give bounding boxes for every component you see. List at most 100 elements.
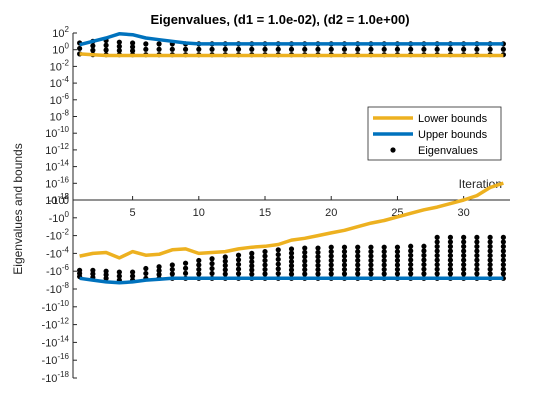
eigenvalue-point <box>421 257 427 263</box>
eigenvalue-point <box>421 271 427 277</box>
eigenvalue-point <box>156 264 162 270</box>
eigenvalue-point <box>421 243 427 249</box>
eigenvalue-point <box>103 272 109 278</box>
eigenvalue-point <box>328 46 334 52</box>
eigenvalue-point <box>434 243 440 250</box>
eigenvalue-point <box>487 234 493 240</box>
legend-swatch-eig <box>390 147 396 153</box>
legend-entry: Upper bounds <box>418 129 488 141</box>
y-tick-label: -10-8 <box>46 281 70 296</box>
eigenvalue-point <box>434 266 440 272</box>
y-axis-label: Eigenvalues and bounds <box>11 143 25 274</box>
eigenvalue-point <box>381 249 387 255</box>
eigenvalue-point <box>500 46 506 52</box>
eigenvalue-point <box>90 267 96 273</box>
eigenvalue-point <box>434 239 440 245</box>
eigenvalue-point <box>275 251 281 258</box>
eigenvalue-point <box>434 248 440 254</box>
y-tick-label: 10-12 <box>45 142 69 157</box>
eigenvalue-point <box>500 271 506 277</box>
eigenvalue-point <box>487 239 493 245</box>
eigenvalue-point <box>368 249 374 255</box>
y-tick-label: -10-4 <box>46 245 70 260</box>
eigenvalue-point <box>275 256 281 262</box>
eigenvalue-point <box>500 239 506 245</box>
eigenvalue-point <box>381 244 387 250</box>
eigenvalue-point <box>434 271 440 277</box>
y-tick-label: -10-18 <box>42 370 70 385</box>
eigenvalue-point <box>474 262 480 268</box>
eigenvalue-point <box>447 46 454 52</box>
eigenvalue-point <box>355 249 361 255</box>
eigenvalue-point <box>90 47 96 53</box>
eigenvalue-point <box>500 243 506 250</box>
eigenvalue-point <box>116 273 122 279</box>
eigenvalue-point <box>434 234 440 240</box>
eigenvalue-point <box>368 271 374 277</box>
eigenvalue-point <box>182 265 189 271</box>
eigenvalue-point <box>209 270 215 277</box>
eigenvalue-point <box>249 263 255 269</box>
eigenvalue-point <box>474 243 480 250</box>
eigenvalue-point <box>262 249 268 255</box>
eigenvalue-point <box>447 257 454 263</box>
eigenvalue-point <box>394 249 401 255</box>
eigenvalue-point <box>129 44 136 50</box>
eigenvalue-point <box>103 275 109 281</box>
eigenvalue-point <box>143 41 149 47</box>
eigenvalue-point <box>169 46 175 52</box>
eigenvalue-point <box>262 271 268 277</box>
eigenvalue-point <box>235 266 242 272</box>
eigenvalue-point <box>302 258 308 264</box>
eigenvalue-point <box>355 266 361 273</box>
eigenvalue-point <box>129 273 136 279</box>
eigenvalue-point <box>408 243 414 249</box>
eigenvalue-point <box>222 258 228 264</box>
eigenvalue-point <box>222 267 228 273</box>
eigenvalue-point <box>461 271 467 277</box>
eigenvalue-point <box>381 262 387 268</box>
eigenvalue-point <box>209 46 215 52</box>
eigenvalue-point <box>394 257 401 264</box>
eigenvalue-point <box>394 271 401 277</box>
eigenvalue-point <box>249 46 255 52</box>
eigenvalue-point <box>434 252 440 259</box>
eigenvalue-point <box>500 234 506 240</box>
eigenvalue-point <box>262 253 268 259</box>
y-tick-label: -10-2 <box>46 228 70 243</box>
eigenvalue-point <box>222 46 228 52</box>
eigenvalue-point <box>328 271 334 277</box>
eigenvalue-point <box>288 263 295 269</box>
eigenvalue-point <box>461 257 467 263</box>
eigenvalue-point <box>368 257 374 264</box>
eigenvalue-point <box>196 266 202 273</box>
eigenvalue-point <box>302 249 308 255</box>
eigenvalue-point <box>434 257 440 263</box>
eigenvalue-point <box>355 262 361 268</box>
eigenvalue-point <box>421 261 427 268</box>
eigenvalue-point <box>341 257 348 264</box>
x-tick-label: 15 <box>259 207 271 219</box>
y-tick-label: -10-14 <box>42 334 70 349</box>
eigenvalue-point <box>209 265 215 272</box>
eigenvalue-point <box>447 239 454 245</box>
eigenvalue-point <box>328 244 334 250</box>
lower-bound-line-positive <box>79 52 504 58</box>
eigenvalue-point <box>129 269 136 275</box>
y-tick-label: 10-2 <box>50 58 70 73</box>
eigenvalue-point <box>288 258 295 265</box>
lower-bound-line-negative <box>79 181 504 260</box>
x-tick-label: 20 <box>325 207 337 219</box>
eigenvalue-point <box>103 42 109 48</box>
eigenvalue-point <box>461 262 467 268</box>
eigenvalue-point <box>156 41 162 47</box>
eigenvalue-point <box>235 261 242 268</box>
eigenvalue-point <box>315 245 321 251</box>
eigenvalue-point <box>90 43 96 49</box>
eigenvalue-point <box>235 252 242 258</box>
eigenvalue-point <box>368 244 374 250</box>
eigenvalue-point <box>355 253 361 259</box>
eigenvalue-point <box>394 244 401 250</box>
eigenvalue-point <box>196 257 202 264</box>
eigenvalue-point <box>196 46 202 52</box>
